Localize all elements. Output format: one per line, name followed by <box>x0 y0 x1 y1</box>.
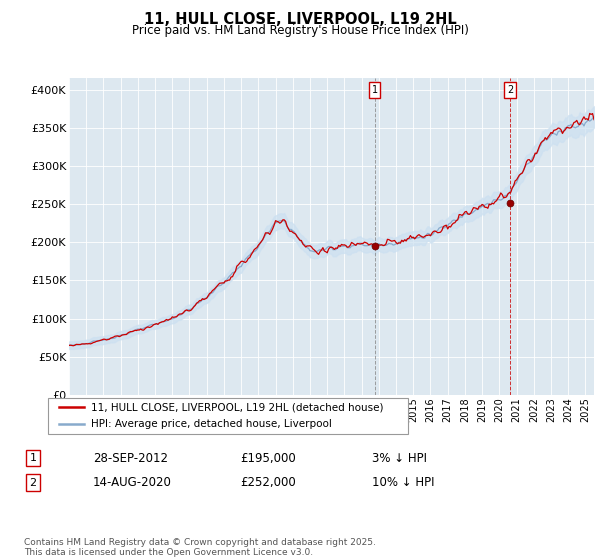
Text: 10% ↓ HPI: 10% ↓ HPI <box>372 476 434 489</box>
Text: £195,000: £195,000 <box>240 451 296 465</box>
Text: 11, HULL CLOSE, LIVERPOOL, L19 2HL: 11, HULL CLOSE, LIVERPOOL, L19 2HL <box>143 12 457 27</box>
Text: Price paid vs. HM Land Registry's House Price Index (HPI): Price paid vs. HM Land Registry's House … <box>131 24 469 36</box>
Text: 2: 2 <box>29 478 37 488</box>
Text: Contains HM Land Registry data © Crown copyright and database right 2025.
This d: Contains HM Land Registry data © Crown c… <box>24 538 376 557</box>
Text: 1: 1 <box>29 453 37 463</box>
Text: 3% ↓ HPI: 3% ↓ HPI <box>372 451 427 465</box>
FancyBboxPatch shape <box>48 398 408 434</box>
Text: 11, HULL CLOSE, LIVERPOOL, L19 2HL (detached house): 11, HULL CLOSE, LIVERPOOL, L19 2HL (deta… <box>91 403 384 412</box>
Text: £252,000: £252,000 <box>240 476 296 489</box>
Text: 1: 1 <box>371 85 377 95</box>
Text: 14-AUG-2020: 14-AUG-2020 <box>93 476 172 489</box>
Text: HPI: Average price, detached house, Liverpool: HPI: Average price, detached house, Live… <box>91 419 332 429</box>
Text: 28-SEP-2012: 28-SEP-2012 <box>93 451 168 465</box>
Text: 2: 2 <box>507 85 513 95</box>
